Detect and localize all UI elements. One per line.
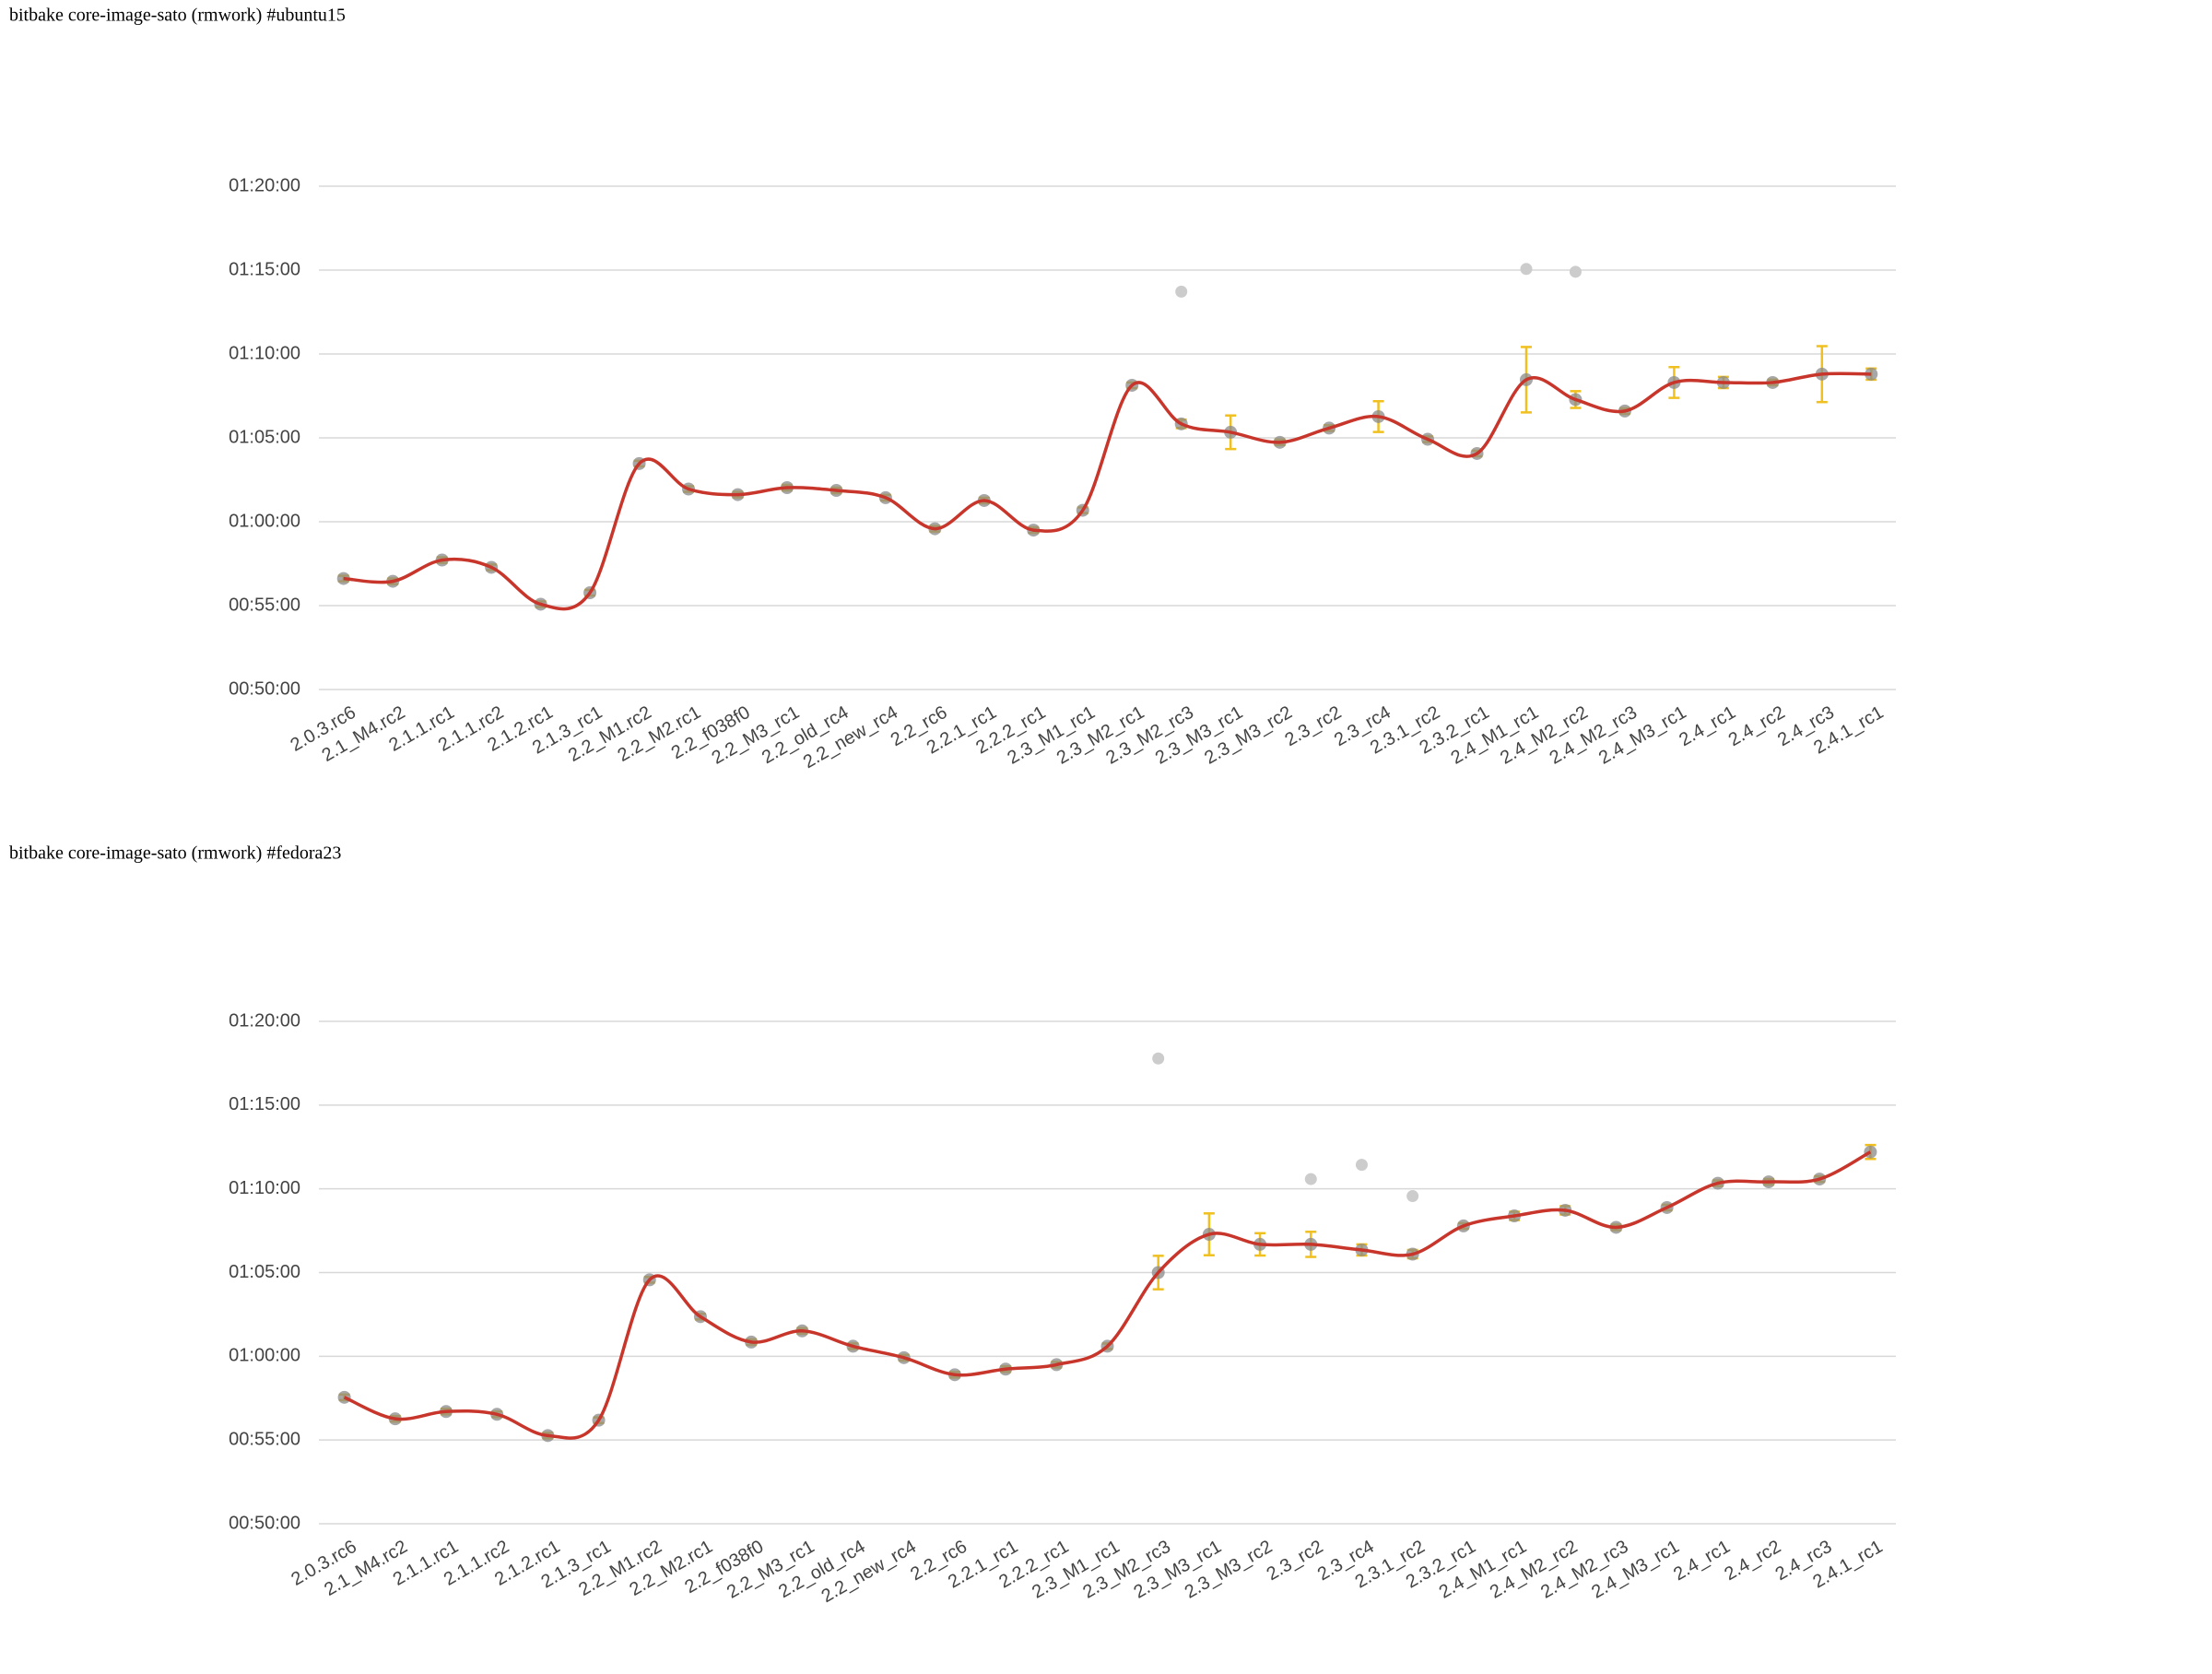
y-tick-label: 01:05:00 (229, 427, 300, 447)
x-tick-label: 2.3_rc2 (1264, 1537, 1327, 1585)
chart-title: bitbake core-image-sato (rmwork) #ubuntu… (9, 6, 346, 26)
y-tick-label: 01:10:00 (229, 1178, 300, 1198)
x-tick-label: 2.4_rc1 (1676, 702, 1739, 750)
outlier-point (1406, 1190, 1419, 1203)
y-tick-label: 01:05:00 (229, 1262, 300, 1282)
y-tick-label: 00:50:00 (229, 1513, 300, 1533)
y-tick-label: 01:15:00 (229, 1094, 300, 1114)
y-tick-label: 00:50:00 (229, 678, 300, 699)
outlier-point (1304, 1173, 1317, 1185)
x-tick-label: 2.4_rc1 (1670, 1537, 1734, 1585)
outlier-point (1175, 285, 1188, 298)
x-tick-label: 2.3_rc2 (1281, 702, 1345, 750)
y-tick-label: 01:00:00 (229, 1346, 300, 1366)
y-tick-label: 00:55:00 (229, 1429, 300, 1449)
y-tick-label: 01:15:00 (229, 259, 300, 279)
outlier-point (1152, 1052, 1165, 1065)
y-tick-label: 00:55:00 (229, 595, 300, 615)
trend-line (343, 1150, 1872, 1440)
trend-line (343, 371, 1872, 611)
y-tick-label: 01:20:00 (229, 175, 300, 195)
outlier-point (1355, 1159, 1368, 1172)
y-tick-label: 01:10:00 (229, 343, 300, 363)
x-tick-label: 2.4_rc2 (1725, 702, 1789, 750)
y-tick-label: 01:20:00 (229, 1010, 300, 1031)
x-tick-label: 2.4_rc2 (1721, 1537, 1784, 1585)
chart-title: bitbake core-image-sato (rmwork) #fedora… (9, 843, 341, 864)
y-tick-label: 01:00:00 (229, 511, 300, 531)
outlier-point (1520, 263, 1533, 276)
outlier-point (1569, 265, 1582, 278)
